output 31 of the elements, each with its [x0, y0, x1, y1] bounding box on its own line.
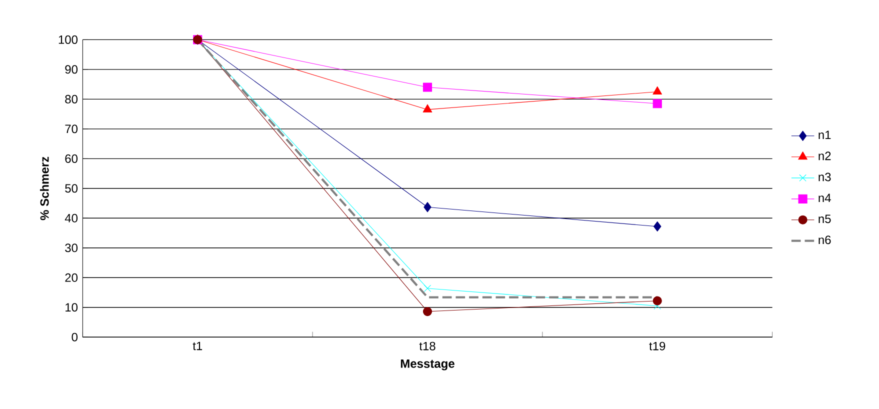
x-axis-title: Messtage	[400, 359, 454, 370]
y-tick-label: 50	[65, 184, 78, 193]
point	[424, 202, 432, 212]
y-tick-label: 40	[64, 214, 78, 222]
y-tick-label: 100	[58, 35, 78, 44]
point	[422, 306, 432, 316]
y-tick-label: 80	[65, 94, 78, 104]
legend-label: n5	[818, 214, 831, 224]
point	[424, 284, 432, 292]
y-tick-label: 60	[65, 154, 78, 163]
legend-label: n2	[818, 152, 831, 160]
point	[652, 99, 662, 108]
point	[653, 221, 662, 232]
point	[422, 82, 432, 92]
legend-label: n6	[818, 236, 831, 244]
point	[652, 86, 662, 94]
x-tick-label: t18	[419, 342, 436, 350]
y-tick-label: 90	[65, 65, 78, 74]
point	[652, 296, 662, 306]
x-tick-label: t1	[192, 342, 202, 350]
legend-label: n3	[818, 172, 831, 182]
y-tick-label: 70	[65, 124, 78, 134]
y-tick-label: 20	[65, 273, 78, 282]
y-tick-label: 0	[72, 332, 78, 342]
y-tick-label: 30	[65, 244, 78, 252]
legend-label: n4	[818, 194, 831, 202]
y-axis-title: % Schmerz	[40, 156, 49, 220]
y-tick-label: 10	[66, 303, 78, 312]
legend-label: n1	[818, 130, 831, 139]
point	[422, 104, 432, 112]
x-tick-label: t19	[649, 342, 666, 350]
